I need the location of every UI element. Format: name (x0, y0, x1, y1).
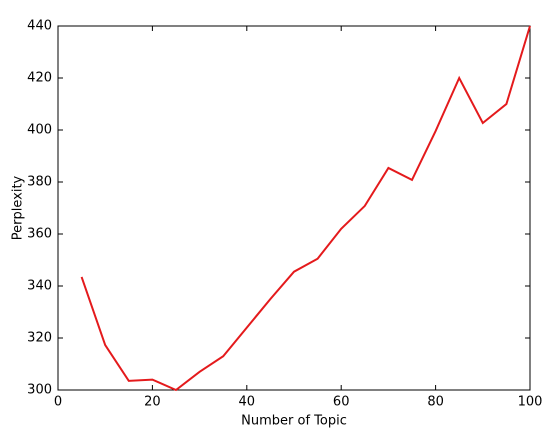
x-tick-label: 20 (144, 395, 161, 410)
x-tick-label: 80 (427, 395, 444, 410)
plot-frame (57, 25, 531, 391)
y-tick-label: 440 (27, 19, 52, 34)
x-tick-label: 100 (518, 395, 543, 410)
y-tick-label: 300 (27, 383, 52, 398)
x-tick-label: 40 (239, 395, 256, 410)
y-tick-label: 400 (27, 123, 52, 138)
y-tick-label: 320 (27, 331, 52, 346)
y-tick-label: 340 (27, 279, 52, 294)
y-axis-label: Perplexity (11, 175, 26, 240)
data-line (80, 25, 531, 392)
y-tick-label: 360 (27, 227, 52, 242)
y-tick-label: 380 (27, 175, 52, 190)
y-tick-label: 420 (27, 71, 52, 86)
x-tick-label: 0 (54, 395, 62, 410)
x-axis-label: Number of Topic (241, 414, 347, 429)
x-tick-label: 60 (333, 395, 350, 410)
